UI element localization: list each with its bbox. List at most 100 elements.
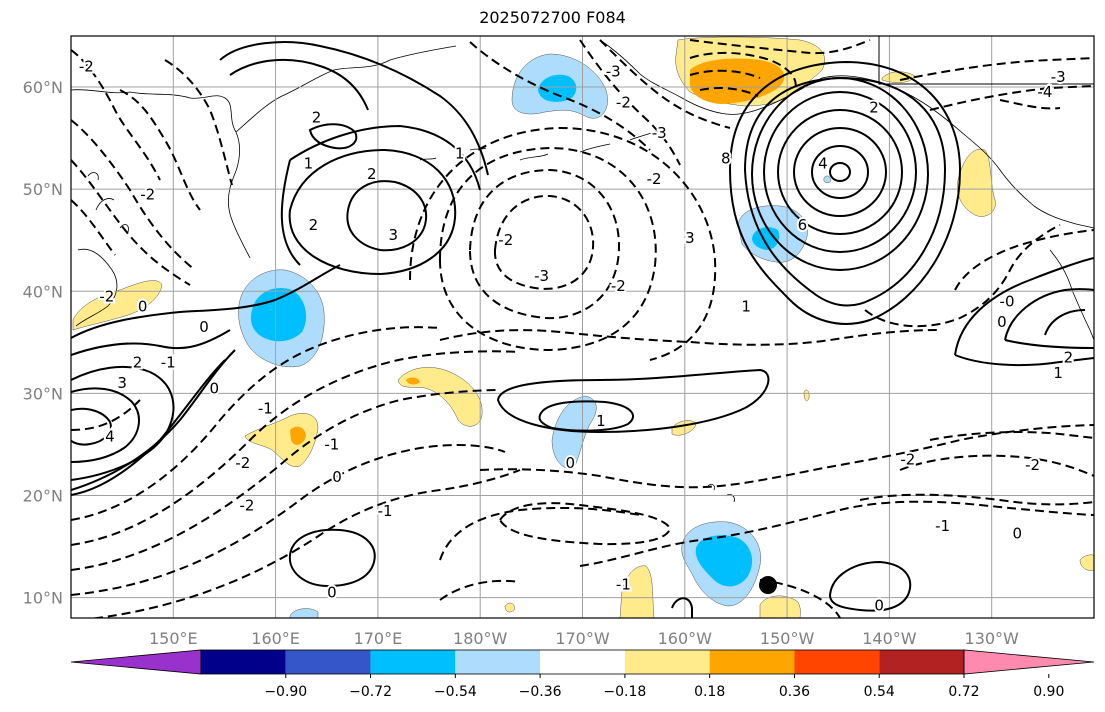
colorbar-tick-label: 0.72 (948, 684, 979, 700)
lon-tick-label: 150°W (760, 629, 815, 648)
lon-tick-label: 150°E (149, 629, 198, 648)
contour-line (954, 257, 1094, 356)
contour-labels: 8643213221210-1-20234-3-2-2-2-2-3-210-10… (77, 14, 1075, 617)
contour-label: -3 (652, 124, 667, 142)
contour-label: 2 (869, 98, 879, 116)
positive-anomaly-region (397, 367, 483, 427)
contour-line (71, 349, 236, 491)
contour-label: -3 (1051, 68, 1066, 86)
colorbar-segment (201, 650, 286, 674)
negative-anomaly-region (289, 608, 319, 618)
lon-tick-label: 140°W (862, 629, 917, 648)
contour-line (280, 124, 481, 266)
contour-label: 2 (739, 14, 749, 32)
contour-line (71, 387, 140, 463)
positive-anomaly-region (244, 413, 319, 468)
lon-tick-label: 170°E (354, 629, 403, 648)
coastline-japan (75, 248, 118, 327)
lon-tick-label: 160°E (251, 629, 300, 648)
contour-label: 0 (565, 454, 575, 472)
contour-line (71, 49, 161, 181)
colorbar-tick-label: −0.54 (434, 684, 477, 700)
lat-tick-label: 60°N (23, 78, 63, 97)
contour-label: -3 (606, 63, 621, 81)
lat-tick-label: 50°N (23, 180, 63, 199)
contour-line (954, 354, 1094, 367)
negative-anomaly-region (823, 175, 831, 184)
contour-label: 3 (117, 374, 127, 392)
positive-anomaly-core (406, 377, 420, 385)
colorbar-tick-label: −0.72 (349, 684, 392, 700)
contour-line (899, 57, 1094, 81)
lon-tick-label: 130°W (965, 629, 1020, 648)
contour-line (763, 91, 917, 253)
contour-line (538, 400, 634, 432)
contour-line (1004, 339, 1094, 349)
contour-line (439, 329, 941, 346)
colorbar-tick-label: −0.36 (519, 684, 562, 700)
contour-line (71, 326, 441, 521)
contour-line (496, 368, 770, 434)
contour-line (864, 224, 1061, 328)
contour-line (1044, 309, 1086, 336)
map-title: 2025072700 F084 (479, 8, 626, 27)
contour-label: -2 (239, 497, 254, 515)
colorbar-tick-label: 0.36 (779, 684, 810, 700)
colorbar-segment (455, 650, 541, 674)
lat-tick-label: 30°N (23, 384, 63, 403)
contour-line (468, 168, 620, 320)
contour-line (828, 560, 912, 612)
positive-anomaly-core (689, 58, 785, 104)
contour-line (71, 199, 116, 256)
contour-label: -3 (534, 267, 549, 285)
contour-line (71, 399, 141, 431)
contour-label: -2 (616, 93, 631, 111)
coastline-asia (71, 89, 251, 259)
colorbar-segment (709, 650, 795, 674)
colorbar-extend-low (70, 649, 202, 675)
positive-anomaly-region (1079, 554, 1094, 571)
contour-line (71, 119, 196, 271)
contour-label: 4 (818, 155, 828, 173)
negative-anomaly-core (752, 227, 780, 250)
contour-line (219, 41, 489, 176)
contour-line (88, 469, 521, 618)
contour-label: 6 (798, 216, 808, 234)
coastline-kuril (87, 172, 129, 233)
contour-line (439, 579, 521, 601)
contour-line (929, 431, 1094, 441)
contour-label: -2 (99, 287, 114, 305)
contour-line (164, 59, 233, 186)
contour-line (71, 264, 341, 339)
negative-anomaly-core (695, 535, 753, 587)
lon-tick-label: 180°W (453, 629, 508, 648)
colorbar-tick-label: 0.54 (864, 684, 895, 700)
contour-line (777, 109, 903, 235)
lon-tick-label: 170°W (555, 629, 610, 648)
positive-anomaly-region (759, 595, 801, 618)
coastline-kamchatka (235, 45, 457, 133)
colorbar-segment (285, 650, 371, 674)
contour-line (743, 76, 947, 307)
contour-line (671, 597, 693, 618)
contour-label: -2 (498, 231, 513, 249)
contour-label: 0 (199, 318, 209, 336)
colorbar-segment (370, 650, 456, 674)
positive-anomaly-region (803, 389, 810, 402)
contour-line (469, 41, 651, 151)
contour-label: 0 (997, 313, 1007, 331)
contour-label: -1 (258, 400, 273, 418)
contour-line (288, 528, 376, 588)
contour-line (229, 58, 369, 111)
contour-label: -1 (324, 435, 339, 453)
coastline-hawaii (707, 483, 735, 503)
axis-ticks: 150°E 160°E 170°E 180°W 170°W 160°W 150°W 140°W… (23, 78, 1019, 648)
contour-line (493, 194, 595, 290)
negative-anomaly-region (551, 395, 597, 470)
negative-anomaly-core (538, 74, 577, 102)
positive-anomaly-region (957, 148, 996, 217)
contour-label: 0 (209, 379, 219, 397)
contour-line (579, 500, 1094, 567)
contour-line (479, 424, 1094, 489)
contour-line (689, 39, 871, 55)
